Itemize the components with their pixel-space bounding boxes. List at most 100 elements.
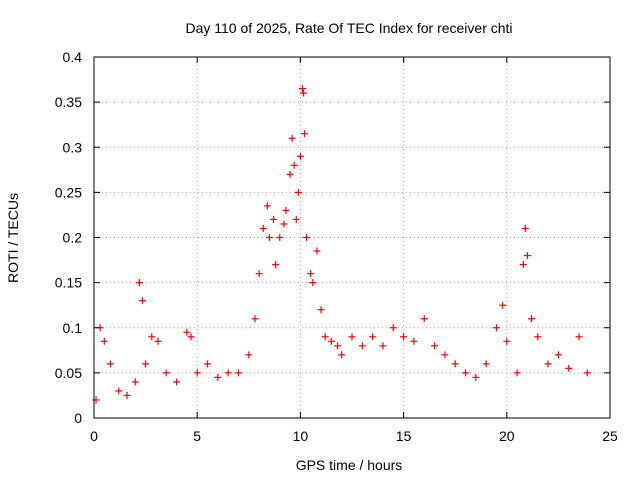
data-point	[280, 220, 288, 228]
data-point	[214, 373, 222, 381]
data-point	[265, 234, 273, 241]
data-point	[400, 333, 408, 341]
data-point	[565, 364, 573, 372]
data-point	[187, 333, 195, 341]
data-point	[255, 270, 263, 278]
axis-ticks: 0 0.05 0.1 0.15 0.2 0.25 0.3 0.35 0.4 0 5 10 15 20 25	[55, 49, 618, 444]
data-point	[296, 152, 304, 160]
data-point	[379, 342, 387, 350]
data-point	[309, 279, 317, 287]
data-points	[92, 85, 591, 404]
data-point	[575, 333, 583, 341]
x-tick-label: 10	[293, 428, 309, 444]
y-tick-label: 0.4	[63, 49, 83, 65]
data-point	[338, 351, 346, 359]
data-point	[224, 369, 232, 377]
x-tick-label: 15	[396, 428, 412, 444]
y-tick-label: 0.15	[55, 275, 82, 291]
data-point	[583, 369, 591, 377]
data-point	[292, 215, 300, 223]
data-point	[554, 351, 562, 359]
data-point	[301, 130, 309, 138]
y-tick-label: 0.35	[55, 94, 82, 110]
data-point	[441, 351, 449, 359]
data-point	[303, 234, 311, 241]
data-point	[123, 391, 131, 399]
x-tick-label: 25	[602, 428, 618, 444]
y-tick-label: 0.3	[63, 139, 83, 155]
data-point	[259, 224, 267, 232]
data-point	[358, 342, 366, 350]
data-point	[183, 328, 191, 336]
x-tick-label: 5	[193, 428, 201, 444]
data-point	[193, 369, 201, 377]
data-point	[451, 360, 459, 368]
x-axis-label: GPS time / hours	[296, 457, 403, 473]
chart-title: Day 110 of 2025, Rate Of TEC Index for r…	[185, 20, 512, 36]
data-point	[410, 337, 418, 345]
data-point	[272, 261, 280, 269]
data-point	[528, 315, 536, 323]
data-point	[544, 360, 552, 368]
x-tick-label: 0	[90, 428, 98, 444]
data-point	[245, 351, 253, 359]
data-point	[348, 333, 356, 341]
data-point	[148, 333, 156, 341]
data-point	[298, 85, 306, 93]
data-point	[462, 369, 470, 377]
data-point	[472, 373, 480, 381]
data-point	[139, 297, 147, 305]
x-tick-label: 20	[499, 428, 515, 444]
data-point	[299, 89, 307, 97]
data-point	[327, 337, 335, 345]
data-point	[282, 206, 290, 214]
data-point	[263, 202, 271, 210]
data-point	[307, 270, 315, 278]
plot-frame	[93, 56, 611, 419]
data-point	[142, 360, 150, 368]
data-point	[135, 279, 143, 287]
data-point	[288, 134, 296, 142]
data-point	[131, 378, 139, 386]
data-point	[270, 215, 278, 223]
data-point	[513, 369, 521, 377]
data-point	[251, 315, 259, 323]
data-point	[276, 234, 284, 241]
data-point	[369, 333, 377, 341]
data-point	[492, 324, 500, 332]
data-point	[100, 337, 108, 345]
data-point	[431, 342, 439, 350]
data-point	[534, 333, 542, 341]
data-point	[334, 342, 342, 350]
data-point	[107, 360, 115, 368]
data-point	[286, 170, 294, 178]
data-point	[420, 315, 428, 323]
data-point	[313, 247, 321, 255]
data-point	[519, 261, 527, 269]
y-tick-label: 0.1	[63, 320, 83, 336]
data-point	[115, 387, 123, 395]
y-tick-label: 0.05	[55, 365, 82, 381]
data-point	[499, 301, 507, 309]
data-point	[173, 378, 181, 386]
grid-lines	[94, 57, 610, 418]
data-point	[482, 360, 490, 368]
data-point	[234, 369, 242, 377]
data-point	[154, 337, 162, 345]
data-point	[294, 188, 302, 196]
y-tick-label: 0	[74, 410, 82, 426]
data-point	[521, 224, 529, 232]
data-point	[317, 306, 325, 314]
data-point	[389, 324, 397, 332]
y-axis-label: ROTI / TECUs	[5, 193, 21, 283]
data-point	[523, 252, 531, 260]
data-point	[290, 161, 298, 169]
data-point	[204, 360, 212, 368]
data-point	[162, 369, 170, 377]
y-tick-label: 0.25	[55, 184, 82, 200]
y-tick-label: 0.2	[63, 230, 83, 246]
data-point	[321, 333, 329, 341]
data-point	[503, 337, 511, 345]
